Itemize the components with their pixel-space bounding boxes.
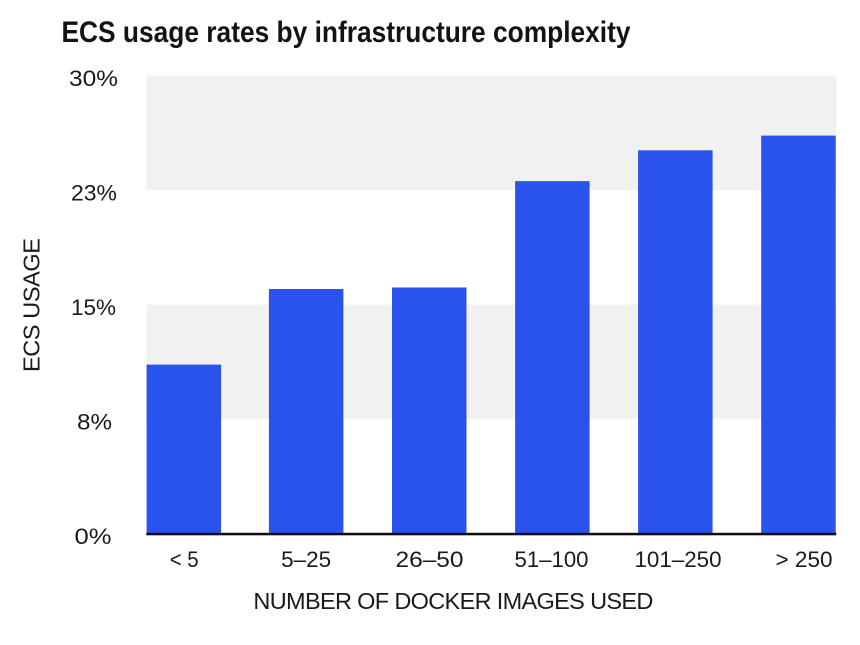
svg-text:ECS usage rates by infrastruct: ECS usage rates by infrastructure comple… — [62, 16, 631, 49]
svg-text:15%: 15% — [71, 295, 116, 320]
svg-text:26–50: 26–50 — [396, 547, 464, 572]
svg-text:0%: 0% — [75, 524, 112, 549]
svg-text:23%: 23% — [71, 181, 117, 206]
svg-text:101–250: 101–250 — [635, 547, 722, 572]
svg-text:8%: 8% — [77, 410, 112, 435]
svg-text:< 5: < 5 — [170, 547, 199, 572]
svg-text:ECS USAGE: ECS USAGE — [19, 238, 45, 372]
svg-text:> 250: > 250 — [776, 547, 833, 572]
svg-text:NUMBER OF DOCKER IMAGES USED: NUMBER OF DOCKER IMAGES USED — [253, 588, 653, 614]
svg-text:51–100: 51–100 — [515, 547, 589, 572]
svg-text:30%: 30% — [69, 66, 118, 91]
svg-text:5–25: 5–25 — [281, 547, 331, 572]
